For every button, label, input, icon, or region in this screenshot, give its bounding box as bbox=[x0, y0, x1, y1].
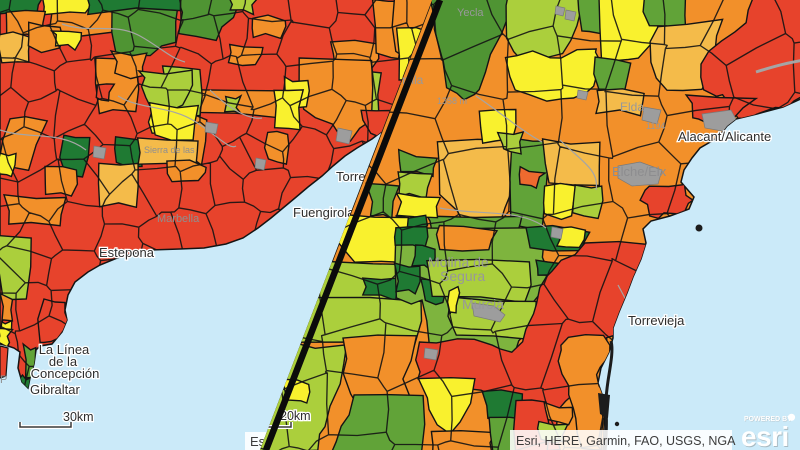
svg-text:30km: 30km bbox=[63, 410, 94, 424]
svg-text:Molina de: Molina de bbox=[428, 254, 489, 270]
svg-text:esri: esri bbox=[741, 421, 789, 450]
svg-text:Esri, HERE, Garmin, FAO, USGS,: Esri, HERE, Garmin, FAO, USGS, NGA bbox=[516, 434, 736, 448]
svg-text:Murcia: Murcia bbox=[462, 296, 504, 312]
svg-text:de la: de la bbox=[49, 354, 78, 369]
svg-text:Elche/Elx: Elche/Elx bbox=[612, 164, 667, 179]
svg-text:1194: 1194 bbox=[646, 121, 665, 131]
svg-text:esri: esri bbox=[742, 422, 790, 450]
svg-text:Yecla: Yecla bbox=[457, 7, 484, 19]
svg-text:Alacant/Alicante: Alacant/Alicante bbox=[678, 129, 771, 144]
svg-text:Segura: Segura bbox=[440, 268, 485, 284]
svg-text:POWERED BY: POWERED BY bbox=[744, 416, 792, 423]
svg-text:1358 m: 1358 m bbox=[437, 96, 467, 106]
svg-text:Estepona: Estepona bbox=[99, 245, 155, 260]
svg-text:Concepción: Concepción bbox=[31, 366, 100, 381]
svg-text:Marbella: Marbella bbox=[157, 213, 200, 225]
svg-text:POWERED BY: POWERED BY bbox=[745, 417, 793, 424]
svg-text:Torrevieja: Torrevieja bbox=[628, 313, 685, 328]
svg-text:Sierra de las: Sierra de las bbox=[144, 145, 195, 155]
svg-text:P: P bbox=[0, 374, 7, 386]
svg-text:La Línea: La Línea bbox=[39, 342, 90, 357]
svg-text:Gibraltar: Gibraltar bbox=[30, 382, 81, 397]
svg-text:Fuengirola: Fuengirola bbox=[293, 205, 355, 220]
svg-text:20km: 20km bbox=[280, 409, 311, 423]
svg-text:Elda: Elda bbox=[620, 100, 644, 114]
